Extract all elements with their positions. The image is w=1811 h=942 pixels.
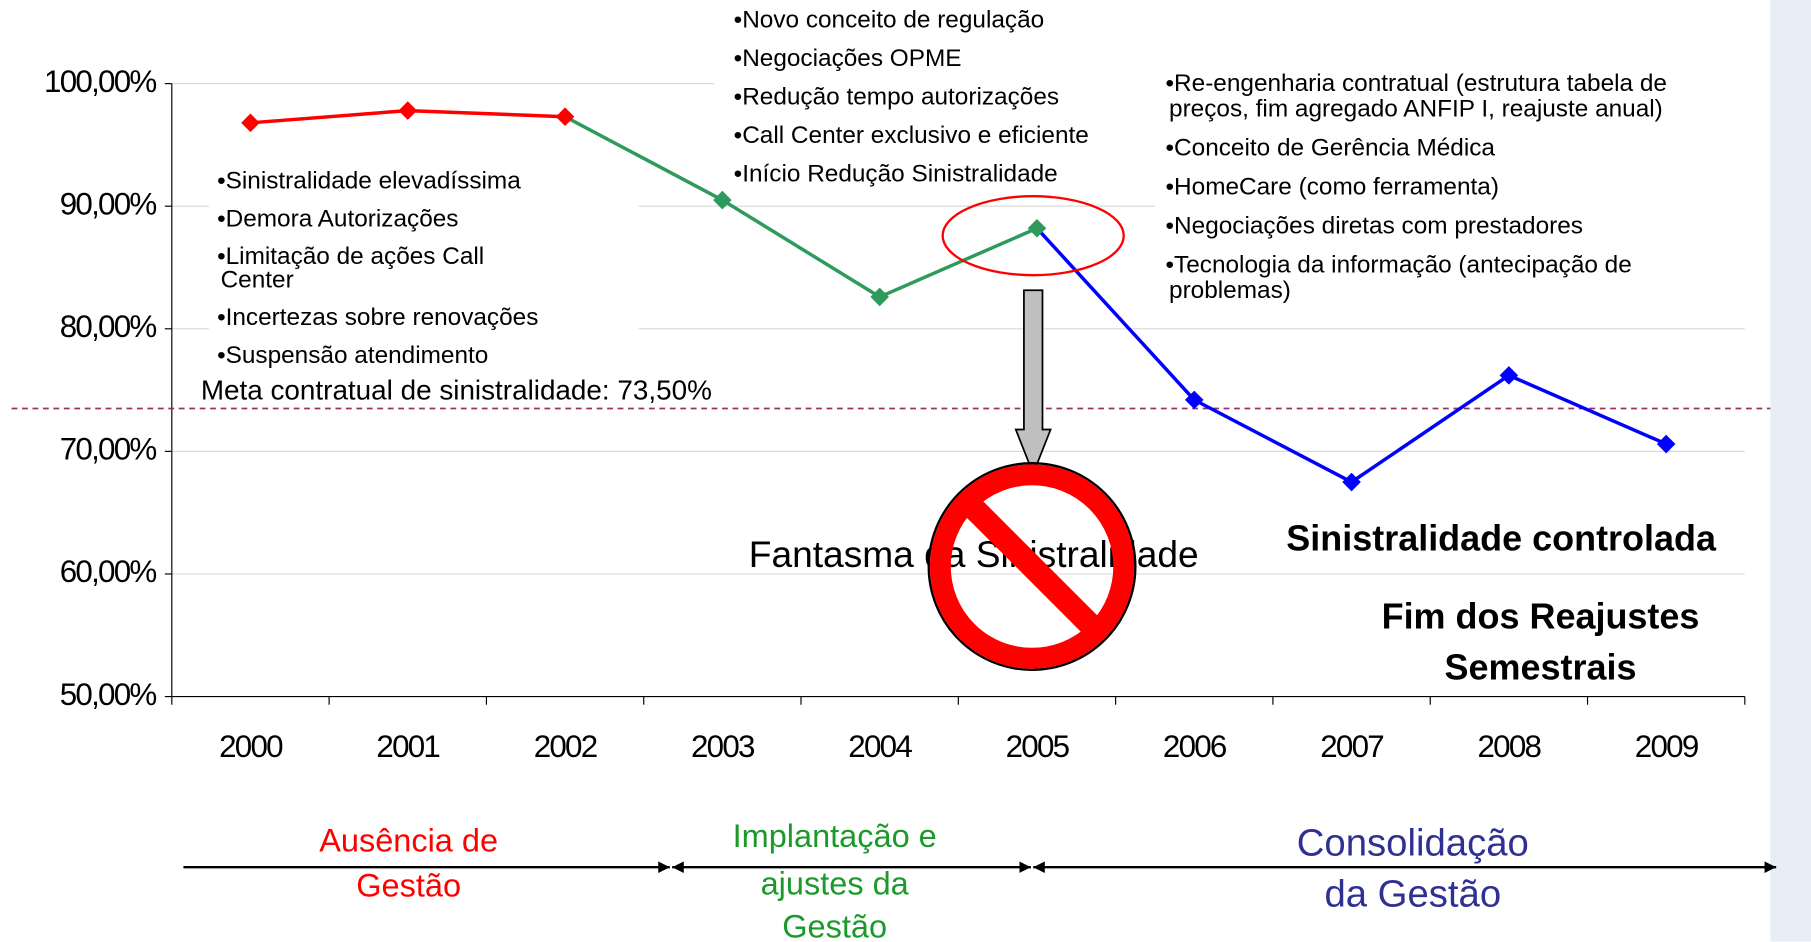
phase-label: Consolidação	[1297, 821, 1529, 864]
point	[241, 113, 260, 133]
highlight	[941, 195, 1125, 277]
x-tick-label: 2009	[1635, 729, 1698, 764]
reference-label: Meta contratual de sinistralidade: 73,50…	[201, 375, 712, 406]
controlled-text: Sinistralidade controlada	[1286, 518, 1717, 559]
note-bg	[208, 162, 639, 378]
annotation-text: Center	[221, 266, 294, 293]
x-tick-label: 2008	[1478, 729, 1542, 764]
phase-label: Ausência de	[319, 822, 498, 858]
y-tick-label: 100,00%	[44, 64, 156, 99]
side-strip	[1770, 0, 1811, 942]
no-sign-outline	[927, 462, 1137, 672]
line-segment	[1193, 398, 1353, 484]
annotation-text: •Negociações OPME	[734, 45, 962, 72]
grid: 50,00% 60,00% 70,00% 80,00% 90,00% 100,00%	[44, 64, 1746, 712]
annotation-text: problemas)	[1169, 277, 1291, 304]
y-tick-label: 50,00%	[60, 677, 157, 712]
end-adjust-text: Semestrais	[1445, 646, 1637, 687]
x-tick-label: 2003	[691, 729, 755, 764]
point	[1656, 434, 1676, 454]
note-bg	[713, 0, 1156, 196]
line-segment	[407, 108, 566, 119]
line-segment	[721, 198, 881, 299]
y-tick-label: 70,00%	[60, 432, 157, 467]
phase-label: ajustes da	[761, 865, 910, 901]
note-bg	[1155, 67, 1748, 312]
annotation-text: preços, fim agregado ANFIP I, reajuste a…	[1169, 96, 1663, 123]
annotation-text: •Suspensão atendimento	[217, 342, 488, 369]
no-sign	[929, 464, 1135, 669]
point	[398, 101, 418, 120]
annotation-text: •Call Center exclusivo e eficiente	[734, 122, 1089, 149]
end-adjust-text: Fim dos Reajustes	[1382, 595, 1700, 636]
down-arrow	[1014, 289, 1052, 477]
annotation-text: •Novo conceito de regulação	[734, 6, 1045, 33]
phase-label: Implantação e	[733, 818, 937, 854]
annotation-text: •Incertezas sobre renovações	[217, 304, 538, 331]
phase-label: Gestão	[782, 908, 887, 942]
line-segment	[1350, 373, 1510, 484]
x-tick-label: 2000	[219, 729, 283, 764]
y-tick-label: 80,00%	[60, 309, 157, 344]
x-tick-label: 2006	[1163, 729, 1227, 764]
annotation-text: •Negociações diretas com prestadores	[1166, 212, 1583, 239]
x-tick-label: 2005	[1006, 729, 1070, 764]
y-tick-label: 90,00%	[60, 186, 157, 221]
line-segment	[250, 108, 408, 125]
phase-label: Gestão	[356, 868, 461, 904]
x-tick-label: 2002	[534, 729, 597, 764]
annotation-text: •Início Redução Sinistralidade	[734, 161, 1058, 188]
x-tick-label: 2001	[376, 729, 439, 764]
line-segment	[1035, 227, 1196, 402]
y-tick-label: 60,00%	[60, 554, 157, 589]
point	[1499, 366, 1519, 385]
no-sign-bar	[958, 493, 1106, 640]
annotation-text: •HomeCare (como ferramenta)	[1166, 174, 1499, 201]
annotation-text: •Limitação de ações Call	[217, 243, 484, 270]
x-tick-label: 2007	[1320, 729, 1383, 764]
annotation-text: •Sinistralidade elevadíssima	[217, 168, 521, 195]
annotation-text: •Tecnologia da informação (antecipação d…	[1166, 251, 1632, 278]
annotation-text: •Demora Autorizações	[217, 205, 458, 232]
line-segment	[1508, 373, 1667, 446]
annotation-text: •Redução tempo autorizações	[734, 83, 1059, 110]
line-segment	[878, 226, 1038, 299]
annotation-text: •Conceito de Gerência Médica	[1166, 135, 1496, 162]
annotation-text: •Re-engenharia contratual (estrutura tab…	[1166, 70, 1667, 97]
x-tick-label: 2004	[848, 729, 912, 764]
phase-label: da Gestão	[1324, 872, 1501, 915]
line-segment	[564, 115, 724, 202]
point	[870, 287, 889, 307]
point	[555, 107, 575, 126]
point	[713, 190, 732, 210]
